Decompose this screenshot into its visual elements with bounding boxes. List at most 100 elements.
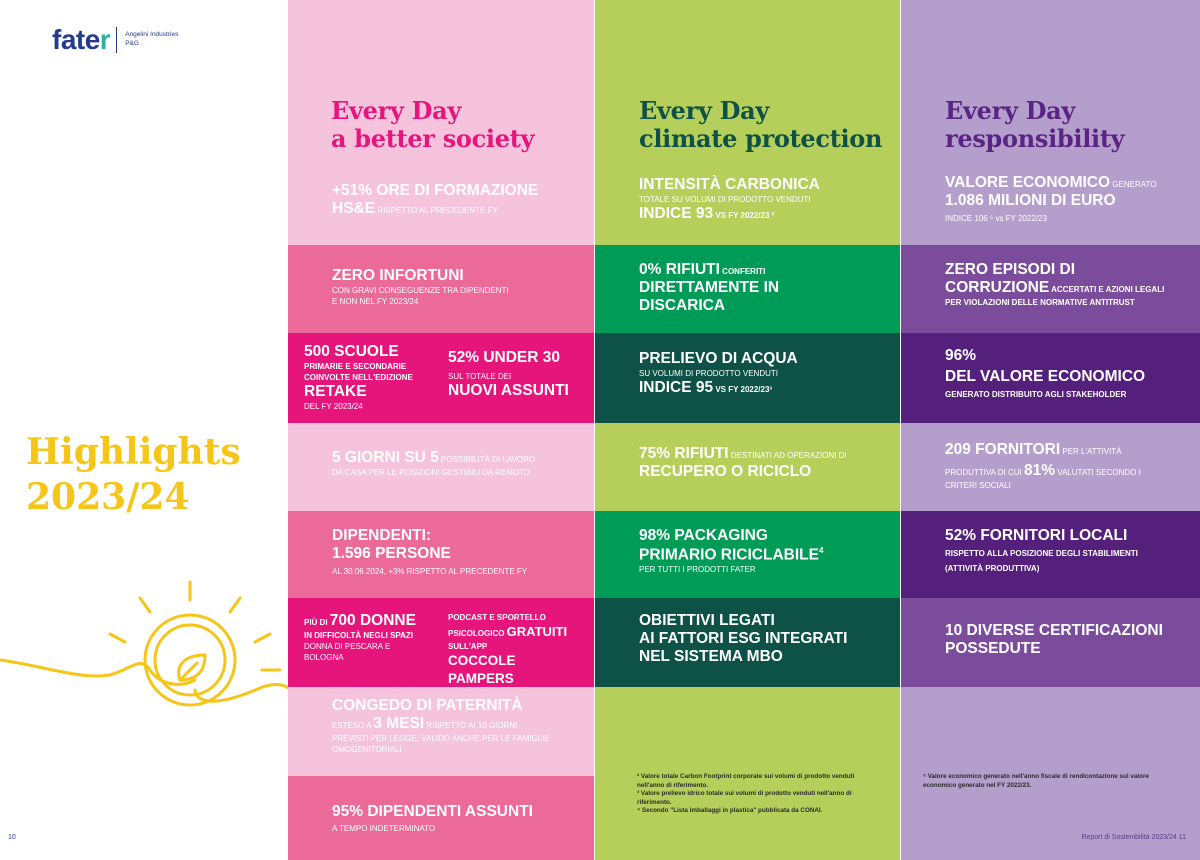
econ-index: INDICE 106 ⁵ vs FY 2022/23 [945, 214, 1047, 223]
remote-note2: DA CASA PER LE POSIZIONI GESTIBILI DA RE… [332, 468, 531, 477]
col2-footnotes: ² Valore totale Carbon Footprint corpora… [637, 773, 887, 816]
corruption-headline: ZERO EPISODI DI [945, 261, 1076, 278]
podcast-app-name: COCCOLE PAMPERS [448, 653, 516, 686]
econ-amount: 1.086 MILIONI DI EURO [945, 192, 1116, 209]
suppliers-note3: VALUTATI SECONDO I [1055, 468, 1141, 477]
highlights-title-line2: 2023/24 [26, 476, 190, 518]
women-note3: BOLOGNA [304, 653, 344, 662]
col1-title: Every Day a better society [331, 97, 534, 153]
schools-headline: 500 SCUOLE [304, 343, 399, 360]
women-note1: IN DIFFICOLTÀ NEGLI SPAZI [304, 631, 414, 640]
podcast-app-label: SULL'APP [448, 642, 488, 651]
col3-footer-area: ⁵ Valore economico generato nell'anno fi… [901, 687, 1200, 860]
col3-cell-suppliers: 209 FORNITORI PER L'ATTIVITÀ PRODUTTIVA … [901, 423, 1200, 511]
suppliers-note4: CRITERI SOCIALI [945, 481, 1011, 490]
footnote-5-line2: economico generato nel FY 2022/23. [923, 781, 1032, 789]
water-vs: VS FY 2022/23³ [713, 385, 773, 394]
local-suppliers-headline: 52% FORNITORI LOCALI [945, 527, 1128, 544]
schools-note2: COINVOLTE NELL'EDIZIONE [304, 373, 413, 382]
carbon-headline: INTENSITÀ CARBONICA [639, 176, 820, 193]
podcast-note2: PSICOLOGICO [448, 629, 507, 638]
schools-retake: RETAKE [304, 383, 367, 400]
carbon-vs: VS FY 2022/23 ² [713, 211, 775, 220]
column-climate: Every Day climate protection INTENSITÀ C… [595, 0, 900, 860]
col1-cell-schools: 500 SCUOLE PRIMARIE E SECONDARIE COINVOL… [288, 333, 594, 423]
suppliers-note1: PER L'ATTIVITÀ [1060, 447, 1122, 456]
logo-partners: Angelini Industries P&G [125, 31, 178, 49]
col3-cell-corruption: ZERO EPISODI DI CORRUZIONE ACCERTATI E A… [901, 245, 1200, 333]
women-prefix: PIÙ DI [304, 618, 330, 627]
col1-cell-remote: 5 GIORNI SU 5 POSSIBILITÀ DI LAVORO DA C… [288, 423, 594, 511]
schools-note1: PRIMARIE E SECONDARIE [304, 362, 407, 371]
recovery-note: DESTINATI AD OPERAZIONI DI [728, 451, 847, 460]
col2-cell-carbon: INTENSITÀ CARBONICA TOTALE SU VOLUMI DI … [595, 160, 900, 245]
col2-cell-landfill: 0% RIFIUTI CONFERITI DIRETTAMENTE IN DIS… [595, 245, 900, 333]
footnote-3-line2: riferimento. [637, 798, 672, 806]
paternity-prefix: ESTESO A [332, 721, 374, 730]
fater-logo: fater Angelini Industries P&G [52, 26, 178, 54]
packaging-line2: PRIMARIO RICICLABILE [639, 546, 819, 564]
landfill-line2: DIRETTAMENTE IN [639, 279, 780, 296]
distributed-percent: 96% [945, 347, 977, 364]
logo-partner-angelini: Angelini Industries [125, 31, 179, 39]
certifications-line2: POSSEDUTE [945, 640, 1041, 657]
remote-headline: 5 GIORNI SU 5 [332, 449, 439, 466]
footnote-3-line1: ³ Valore prelievo idrico totale sui volu… [637, 790, 852, 797]
col1-cell-paternity: CONGEDO DI PATERNITÀ ESTESO A 3 MESI RIS… [288, 687, 594, 776]
water-headline: PRELIEVO DI ACQUA [639, 350, 798, 367]
col2-cell-recovery: 75% RIFIUTI DESTINATI AD OPERAZIONI DI R… [595, 423, 900, 511]
recovery-line2: RECUPERO O RICICLO [639, 463, 812, 480]
packaging-note: PER TUTTI I PRODOTTI FATER [639, 565, 756, 575]
logo-wordmark: fater [52, 24, 111, 55]
col3-footnotes: ⁵ Valore economico generato nell'anno fi… [923, 773, 1183, 790]
col3-cell-local-suppliers: 52% FORNITORI LOCALI RISPETTO ALLA POSIZ… [901, 511, 1200, 598]
permanent-headline: 95% DIPENDENTI ASSUNTI [332, 803, 533, 820]
suppliers-headline: 209 FORNITORI [945, 441, 1061, 458]
col2-cell-mbo: OBIETTIVI LEGATI AI FATTORI ESG INTEGRAT… [595, 598, 900, 687]
col3-cell-economic-value: VALORE ECONOMICO GENERATO 1.086 MILIONI … [901, 160, 1200, 245]
econ-headline: VALORE ECONOMICO [945, 174, 1111, 191]
distributed-note: GENERATO DISTRIBUITO AGLI STAKEHOLDER [945, 390, 1127, 399]
under30-note: SUL TOTALE DEI [448, 372, 512, 381]
training-note: RISPETTO AL PRECEDENTE FY [375, 206, 498, 215]
landfill-line3: DISCARICA [639, 297, 726, 314]
landfill-headline: 0% RIFIUTI [639, 261, 720, 278]
employees-headline: DIPENDENTI: [332, 527, 432, 544]
col3-title-line1: Every Day [945, 96, 1076, 125]
col1-cell-women: PIÙ DI 700 DONNE IN DIFFICOLTÀ NEGLI SPA… [288, 598, 594, 687]
training-headline: +51% ORE DI FORMAZIONE [332, 182, 539, 199]
col2-footer-area: ² Valore totale Carbon Footprint corpora… [595, 687, 900, 860]
logo-brand: fate [52, 24, 100, 55]
column-responsibility: Every Day responsibility VALORE ECONOMIC… [901, 0, 1200, 860]
permanent-note: A TEMPO INDETERMINATO [332, 824, 436, 833]
footnote-2-line1: ² Valore totale Carbon Footprint corpora… [637, 773, 855, 780]
col1-cell-permanent: 95% DIPENDENTI ASSUNTI A TEMPO INDETERMI… [288, 776, 594, 860]
certifications-line1: 10 DIVERSE CERTIFICAZIONI [945, 622, 1163, 639]
col1-cell-training: +51% ORE DI FORMAZIONE HS&E RISPETTO AL … [288, 160, 594, 245]
mbo-line1: OBIETTIVI LEGATI [639, 612, 775, 629]
col2-title-line2: climate protection [639, 124, 883, 153]
footnote-2-line2: nell'anno di riferimento. [637, 781, 709, 789]
local-suppliers-note2: (ATTIVITÀ PRODUTTIVA) [945, 564, 1040, 573]
landfill-note: CONFERITI [719, 267, 766, 276]
recovery-headline: 75% RIFIUTI [639, 445, 729, 462]
podcast-note1: PODCAST E SPORTELLO [448, 613, 546, 622]
employees-note: AL 30.06.2024, +3% RISPETTO AL PRECEDENT… [332, 567, 528, 576]
women-note2: DONNA DI PESCARA E [304, 642, 391, 651]
econ-generated: GENERATO [1110, 180, 1157, 189]
highlights-title-line1: Highlights [26, 431, 241, 473]
col3-title: Every Day responsibility [945, 96, 1125, 153]
logo-partner-pg: P&G [125, 40, 139, 47]
carbon-index: INDICE 93 [639, 205, 714, 222]
highlights-title: Highlights 2023/24 [26, 430, 241, 520]
training-hse: HS&E [332, 200, 376, 217]
water-index: INDICE 95 [639, 379, 714, 396]
footnote-4: ⁴ Secondo "Lista imballaggi in plastica"… [637, 807, 823, 814]
col3-title-line2: responsibility [945, 124, 1125, 153]
col1-title-line1: Every Day [331, 96, 462, 125]
schools-year: DEL FY 2023/24 [304, 402, 363, 411]
col1-title-line2: a better society [331, 124, 535, 153]
col2-cell-water: PRELIEVO DI ACQUA SU VOLUMI DI PRODOTTO … [595, 333, 900, 423]
page-number-right: Report di Sostenibilità 2023/24 11 [1081, 834, 1186, 841]
mbo-line2: AI FATTORI ESG INTEGRATI [639, 630, 848, 647]
